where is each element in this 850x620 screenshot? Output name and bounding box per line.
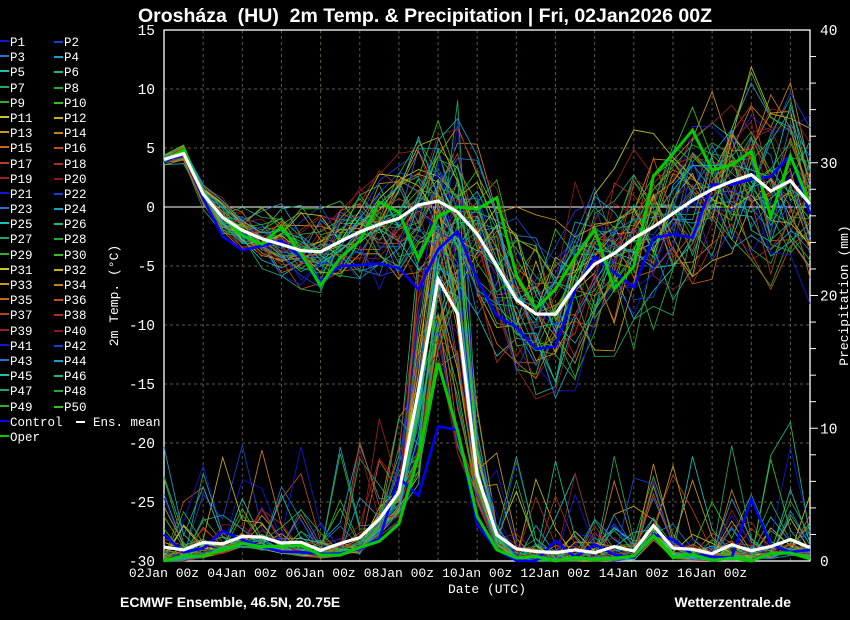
svg-text:Precipitation (mm): Precipitation (mm) xyxy=(837,225,850,365)
svg-text:-10: -10 xyxy=(129,319,155,335)
svg-text:10: 10 xyxy=(820,422,837,438)
svg-text:16Jan 00z: 16Jan 00z xyxy=(677,566,747,581)
svg-text:0: 0 xyxy=(820,555,829,571)
svg-text:0: 0 xyxy=(146,201,155,217)
svg-text:12Jan 00z: 12Jan 00z xyxy=(520,566,590,581)
svg-text:02Jan 00z: 02Jan 00z xyxy=(129,566,199,581)
svg-text:04Jan 00z: 04Jan 00z xyxy=(207,566,277,581)
svg-text:20: 20 xyxy=(820,290,837,306)
svg-text:40: 40 xyxy=(820,24,837,40)
svg-text:5: 5 xyxy=(146,142,155,158)
svg-text:Date (UTC): Date (UTC) xyxy=(448,582,526,597)
svg-text:-25: -25 xyxy=(129,496,155,512)
svg-text:30: 30 xyxy=(820,157,837,173)
svg-text:08Jan 00z: 08Jan 00z xyxy=(364,566,434,581)
svg-text:10Jan 00z: 10Jan 00z xyxy=(442,566,512,581)
svg-text:-5: -5 xyxy=(138,260,155,276)
svg-text:15: 15 xyxy=(138,24,155,40)
svg-text:2m Temp. (°C): 2m Temp. (°C) xyxy=(107,245,122,346)
svg-text:-20: -20 xyxy=(129,437,155,453)
svg-text:10: 10 xyxy=(138,83,155,99)
svg-text:-15: -15 xyxy=(129,378,155,394)
svg-text:14Jan 00z: 14Jan 00z xyxy=(599,566,669,581)
svg-text:06Jan 00z: 06Jan 00z xyxy=(285,566,355,581)
